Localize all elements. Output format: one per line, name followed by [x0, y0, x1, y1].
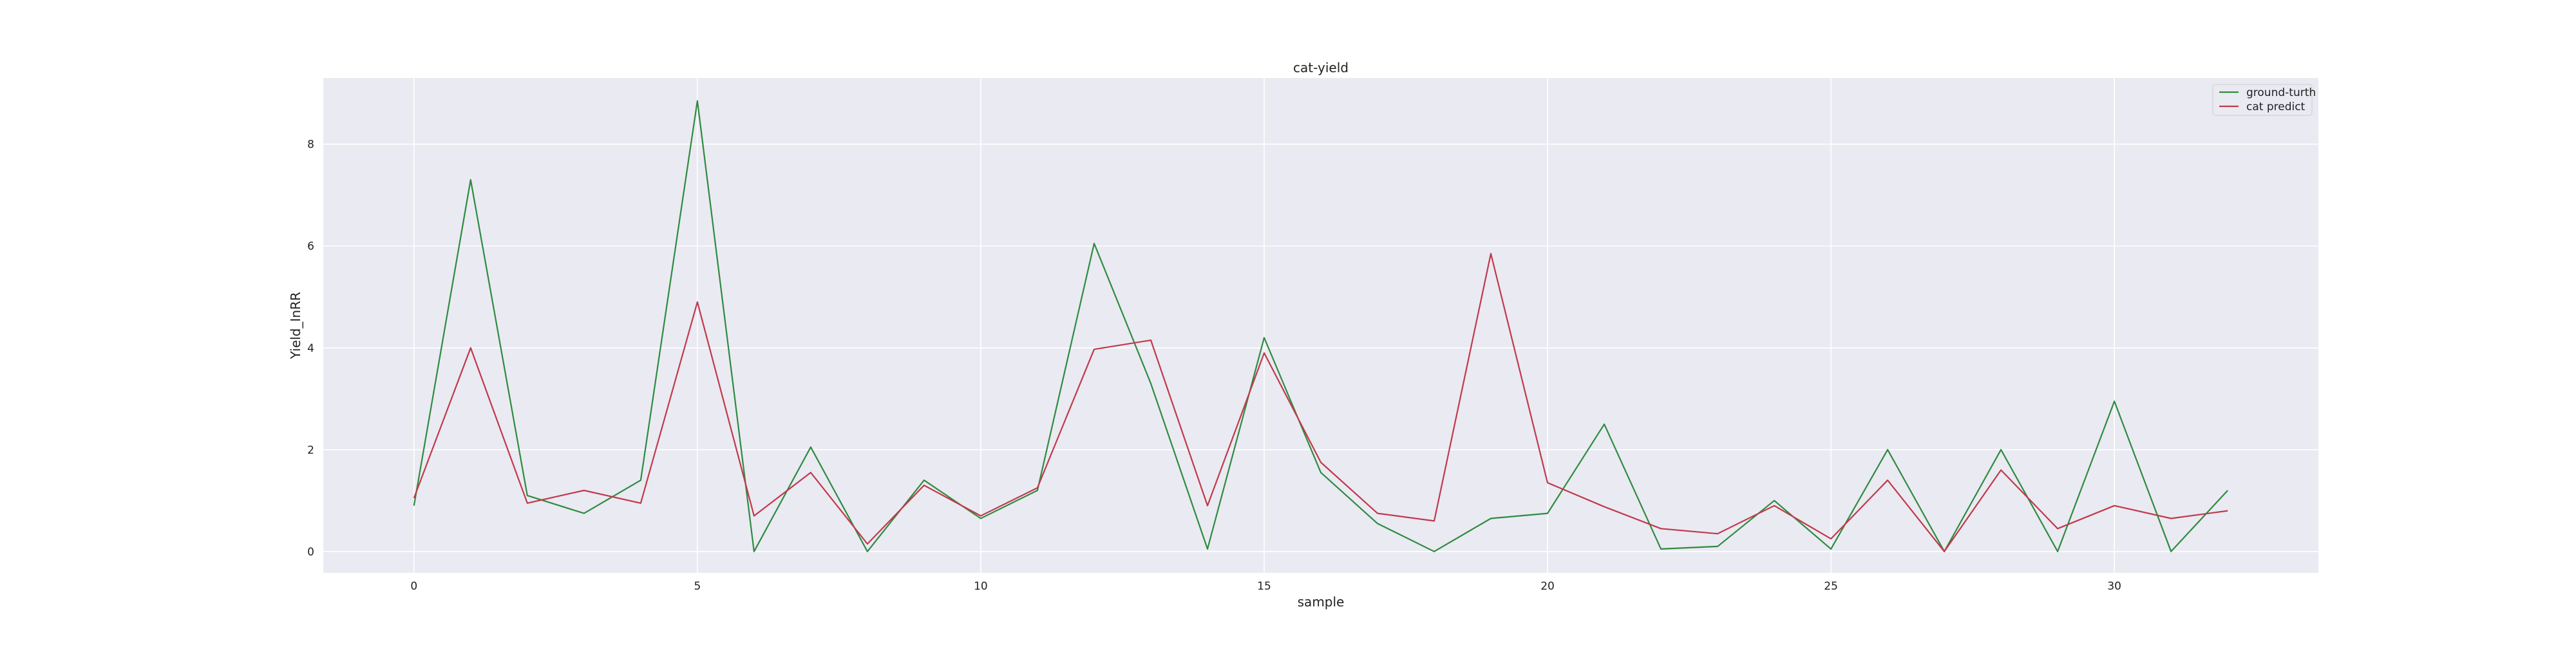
chart-title: cat-yield	[1293, 60, 1349, 75]
y-tick-label: 2	[307, 444, 314, 457]
x-tick-label: 20	[1540, 580, 1555, 593]
legend: ground-turth cat predict	[2213, 84, 2316, 115]
y-tick-label: 6	[307, 240, 314, 253]
x-tick-label: 30	[2107, 580, 2121, 593]
y-tick-label: 4	[307, 342, 314, 355]
legend-label-cat-predict: cat predict	[2246, 101, 2306, 113]
x-tick-label: 10	[974, 580, 988, 593]
y-axis-label: Yield_InRR	[288, 292, 303, 360]
x-tick-label: 15	[1257, 580, 1271, 593]
x-tick-label: 0	[410, 580, 417, 593]
y-tick-label: 0	[307, 546, 314, 559]
y-tick-label: 8	[307, 139, 314, 151]
legend-label-ground-turth: ground-turth	[2246, 86, 2316, 99]
x-tick-label: 5	[694, 580, 701, 593]
x-tick-label: 25	[1824, 580, 1838, 593]
x-axis-label: sample	[1298, 594, 1345, 610]
